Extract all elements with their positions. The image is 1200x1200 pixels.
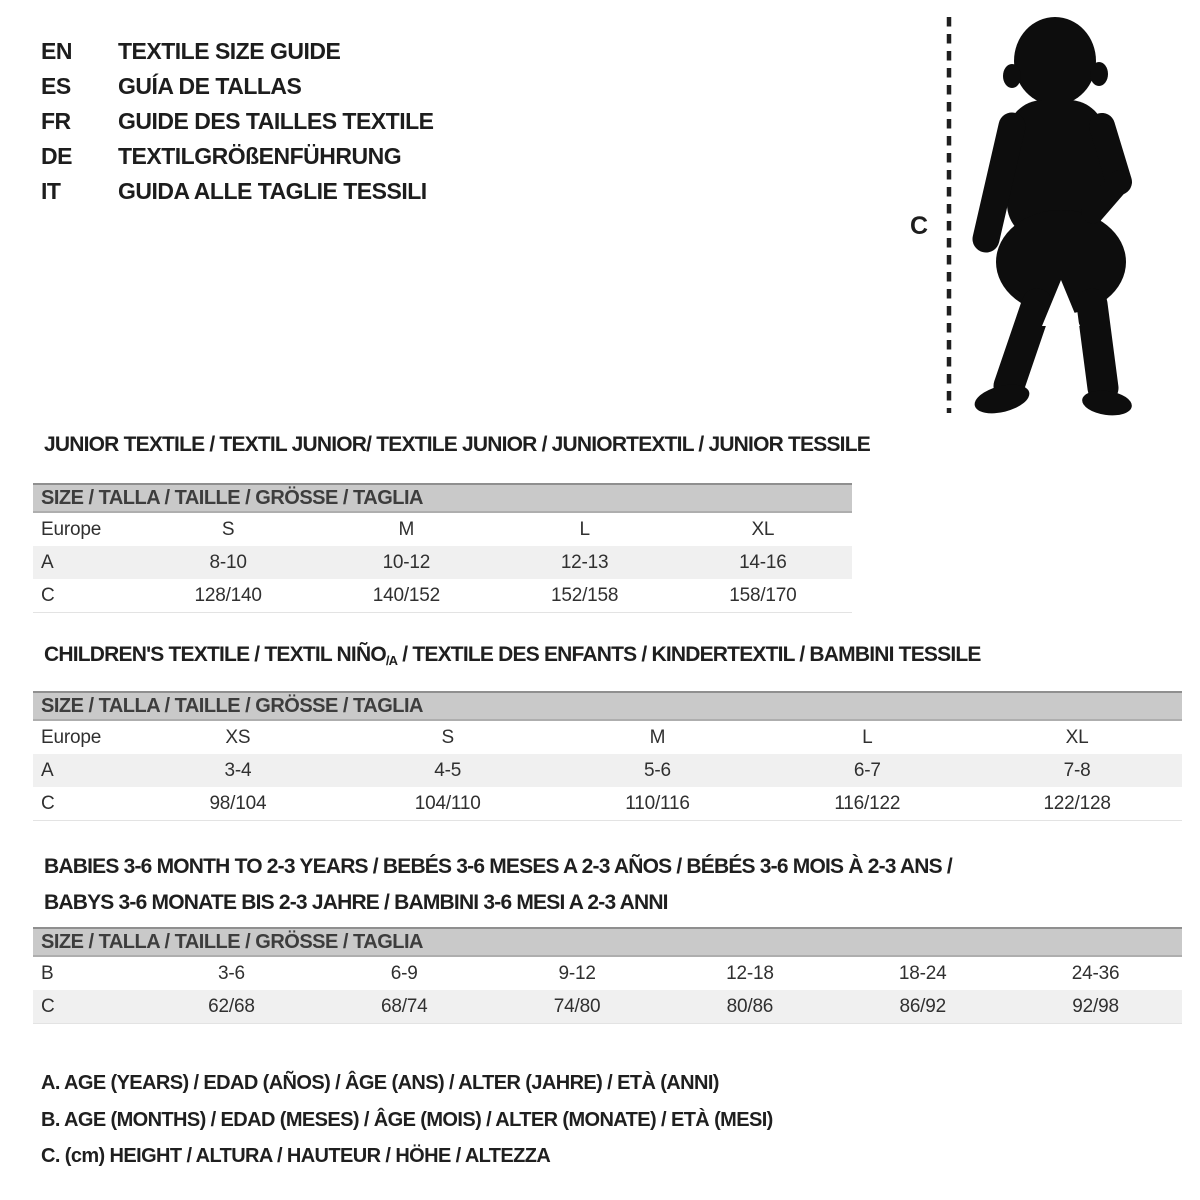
table-cell: L [862,726,873,748]
table-cell: XL [751,518,775,540]
lang-row-fr: FR GUIDE DES TAILLES TEXTILE [41,104,434,139]
babies-section-heading: BABIES 3-6 MONTH TO 2-3 YEARS / BEBÉS 3-… [44,849,953,921]
table-cell: 7-8 [1063,759,1091,781]
lang-label: GUIDE DES TAILLES TEXTILE [118,108,434,134]
height-dashed-line [946,17,952,413]
lang-label: GUIDA ALLE TAGLIE TESSILI [118,178,427,204]
lang-code: EN [41,38,72,64]
table-cell: 86/92 [899,995,946,1017]
table-row-age-months: B 3-6 6-9 9-12 12-18 18-24 24-36 [33,957,1182,990]
children-heading-pre: CHILDREN'S TEXTILE / TEXTIL NIÑO [44,643,387,666]
lang-row-it: IT GUIDA ALLE TAGLIE TESSILI [41,174,434,209]
table-cell: 12-18 [726,962,774,984]
language-list: EN TEXTILE SIZE GUIDE ES GUÍA DE TALLAS … [41,34,434,209]
table-cell: M [649,726,666,748]
lang-row-de: DE TEXTILGRÖßENFÜHRUNG [41,139,434,174]
babies-heading-line2: BABYS 3-6 MONATE BIS 2-3 JAHRE / BAMBINI… [44,891,669,914]
table-cell: 12-13 [560,551,609,573]
row-label: C [41,995,55,1017]
table-row-height: C 98/104 104/110 110/116 116/122 122/128 [33,787,1182,820]
junior-section-heading: JUNIOR TEXTILE / TEXTIL JUNIOR/ TEXTILE … [44,433,871,456]
children-size-table: SIZE / TALLA / TAILLE / GRÖSSE / TAGLIA … [33,691,1182,821]
table-cell: 4-5 [434,759,462,781]
table-cell: 152/158 [550,584,619,606]
lang-label: TEXTILGRÖßENFÜHRUNG [118,143,402,169]
table-cell: M [398,518,415,540]
table-cell: 3-4 [224,759,252,781]
row-label: Europe [41,518,102,540]
table-cell: 8-10 [209,551,247,573]
table-row-age: A 8-10 10-12 12-13 14-16 [33,546,852,579]
legend-line-c: C. (cm) HEIGHT / ALTURA / HAUTEUR / HÖHE… [41,1145,551,1167]
table-cell: 62/68 [208,995,255,1017]
table-cell: 74/80 [553,995,601,1017]
children-heading-sub: /A [385,653,398,668]
table-cell: 140/152 [372,584,441,606]
row-label: C [41,584,55,606]
children-heading-post: / TEXTILE DES ENFANTS / KINDERTEXTIL / B… [397,643,981,666]
lang-code: FR [41,108,71,134]
table-cell: 10-12 [382,551,431,573]
lang-label: TEXTILE SIZE GUIDE [118,38,341,64]
size-header-bar: SIZE / TALLA / TAILLE / GRÖSSE / TAGLIA [33,691,1182,721]
size-header-bar: SIZE / TALLA / TAILLE / GRÖSSE / TAGLIA [33,483,852,513]
table-cell: 14-16 [739,551,787,573]
table-cell: 68/74 [380,995,428,1017]
row-label: B [41,962,54,984]
table-cell: 18-24 [898,962,947,984]
lang-row-es: ES GUÍA DE TALLAS [41,69,434,104]
junior-size-table: SIZE / TALLA / TAILLE / GRÖSSE / TAGLIA … [33,483,852,613]
table-row-height: C 62/68 68/74 74/80 80/86 86/92 92/98 [33,990,1182,1023]
table-cell: 9-12 [558,962,596,984]
table-row-europe: Europe S M L XL [33,513,852,546]
row-label: A [41,759,54,781]
table-cell: 92/98 [1072,995,1119,1017]
lang-code: IT [41,178,61,204]
table-cell: 24-36 [1071,962,1120,984]
lang-code: ES [41,73,71,99]
table-row-age: A 3-4 4-5 5-6 6-7 7-8 [33,754,1182,787]
table-cell: 122/128 [1043,792,1111,814]
table-cell: 128/140 [194,584,262,606]
table-cell: 158/170 [729,584,797,606]
table-cell: L [579,518,590,540]
lang-code: DE [41,143,72,169]
row-label: C [41,792,55,814]
babies-heading-line1: BABIES 3-6 MONTH TO 2-3 YEARS / BEBÉS 3-… [44,855,953,878]
row-label: A [41,551,54,573]
toddler-silhouette-icon [972,17,1132,416]
table-cell: 6-7 [853,759,881,781]
table-cell: 104/110 [414,792,481,814]
table-row-europe: Europe XS S M L XL [33,721,1182,754]
table-cell: S [221,518,235,540]
table-cell: S [441,726,454,748]
legend-line-b: B. AGE (MONTHS) / EDAD (MESES) / ÂGE (MO… [41,1109,773,1131]
babies-size-table: SIZE / TALLA / TAILLE / GRÖSSE / TAGLIA … [33,927,1182,1024]
table-cell: 98/104 [209,792,267,814]
table-cell: XS [225,726,251,748]
row-label: Europe [41,726,102,748]
table-cell: 5-6 [644,759,671,781]
lang-row-en: EN TEXTILE SIZE GUIDE [41,34,434,69]
children-section-heading: CHILDREN'S TEXTILE / TEXTIL NIÑO/A / TEX… [44,643,981,668]
size-header-bar: SIZE / TALLA / TAILLE / GRÖSSE / TAGLIA [33,927,1182,957]
legend-line-a: A. AGE (YEARS) / EDAD (AÑOS) / ÂGE (ANS)… [41,1072,719,1094]
table-cell: 110/116 [625,792,690,814]
table-row-height: C 128/140 140/152 152/158 158/170 [33,579,852,612]
table-cell: 3-6 [217,962,245,984]
lang-label: GUÍA DE TALLAS [118,73,302,99]
table-cell: 116/122 [834,792,901,814]
height-marker-label: C [910,212,929,240]
table-cell: 80/86 [726,995,774,1017]
table-cell: XL [1065,726,1089,748]
table-cell: 6-9 [390,962,418,984]
